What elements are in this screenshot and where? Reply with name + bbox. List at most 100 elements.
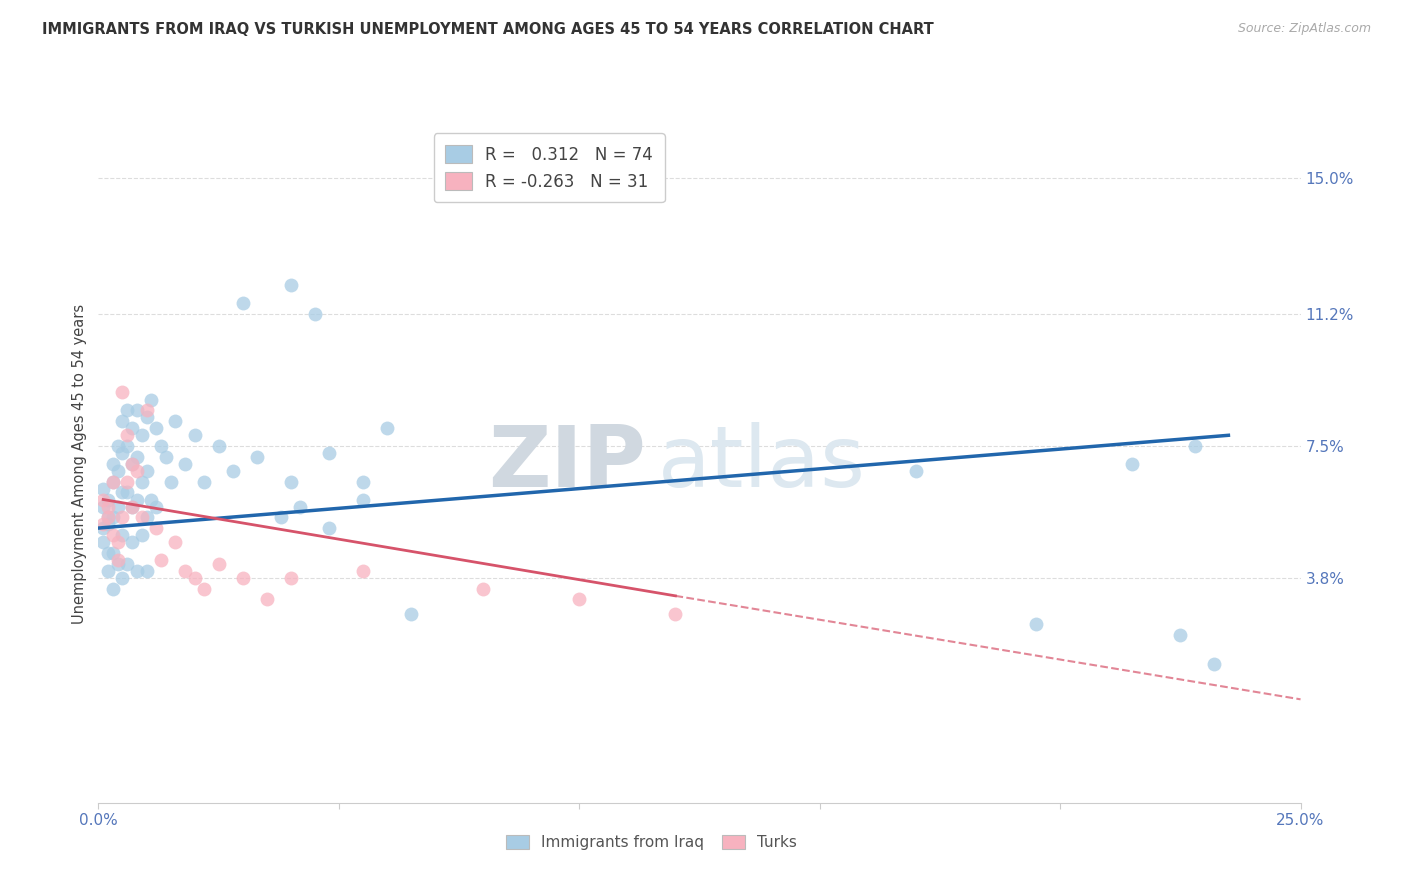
Point bbox=[174, 564, 197, 578]
Point bbox=[135, 403, 157, 417]
Point bbox=[399, 607, 422, 621]
Point bbox=[568, 592, 591, 607]
Point bbox=[135, 464, 157, 478]
Point bbox=[318, 521, 340, 535]
Point bbox=[111, 446, 134, 460]
Point bbox=[117, 475, 139, 489]
Point bbox=[121, 500, 143, 514]
Point bbox=[101, 528, 124, 542]
Point bbox=[101, 582, 124, 596]
Point bbox=[125, 492, 148, 507]
Point bbox=[111, 528, 134, 542]
Point bbox=[131, 510, 153, 524]
Point bbox=[91, 482, 114, 496]
Point bbox=[183, 428, 205, 442]
Point bbox=[135, 510, 157, 524]
Point bbox=[131, 428, 153, 442]
Point bbox=[145, 500, 167, 514]
Text: IMMIGRANTS FROM IRAQ VS TURKISH UNEMPLOYMENT AMONG AGES 45 TO 54 YEARS CORRELATI: IMMIGRANTS FROM IRAQ VS TURKISH UNEMPLOY… bbox=[42, 22, 934, 37]
Point bbox=[121, 421, 143, 435]
Point bbox=[904, 464, 927, 478]
Point bbox=[280, 278, 302, 293]
Text: ZIP: ZIP bbox=[488, 422, 645, 506]
Point bbox=[97, 510, 120, 524]
Point bbox=[165, 535, 187, 549]
Point bbox=[1121, 457, 1143, 471]
Point bbox=[91, 492, 114, 507]
Point bbox=[1025, 617, 1047, 632]
Point bbox=[107, 439, 129, 453]
Point bbox=[174, 457, 197, 471]
Point bbox=[117, 557, 139, 571]
Point bbox=[125, 464, 148, 478]
Point bbox=[165, 414, 187, 428]
Point bbox=[131, 528, 153, 542]
Point bbox=[280, 475, 302, 489]
Point bbox=[149, 553, 172, 567]
Point bbox=[97, 546, 120, 560]
Point bbox=[125, 403, 148, 417]
Point bbox=[352, 492, 374, 507]
Point bbox=[97, 492, 120, 507]
Point bbox=[222, 464, 245, 478]
Point bbox=[107, 464, 129, 478]
Point bbox=[141, 392, 163, 407]
Point bbox=[111, 385, 134, 400]
Point bbox=[97, 510, 120, 524]
Point bbox=[121, 500, 143, 514]
Point bbox=[145, 521, 167, 535]
Point bbox=[101, 546, 124, 560]
Point bbox=[232, 571, 254, 585]
Point bbox=[101, 457, 124, 471]
Point bbox=[208, 557, 231, 571]
Y-axis label: Unemployment Among Ages 45 to 54 years: Unemployment Among Ages 45 to 54 years bbox=[72, 304, 87, 624]
Point bbox=[121, 457, 143, 471]
Point bbox=[159, 475, 181, 489]
Point bbox=[208, 439, 231, 453]
Point bbox=[97, 564, 120, 578]
Point bbox=[117, 485, 139, 500]
Point bbox=[117, 428, 139, 442]
Point bbox=[135, 410, 157, 425]
Text: atlas: atlas bbox=[658, 422, 866, 506]
Point bbox=[97, 500, 120, 514]
Point bbox=[352, 475, 374, 489]
Point bbox=[155, 450, 177, 464]
Point bbox=[664, 607, 686, 621]
Point bbox=[472, 582, 495, 596]
Point bbox=[135, 564, 157, 578]
Point bbox=[101, 475, 124, 489]
Point bbox=[91, 500, 114, 514]
Text: Source: ZipAtlas.com: Source: ZipAtlas.com bbox=[1237, 22, 1371, 36]
Point bbox=[91, 535, 114, 549]
Point bbox=[183, 571, 205, 585]
Point bbox=[1170, 628, 1192, 642]
Point bbox=[304, 307, 326, 321]
Point bbox=[125, 450, 148, 464]
Point bbox=[107, 500, 129, 514]
Point bbox=[149, 439, 172, 453]
Point bbox=[131, 475, 153, 489]
Point bbox=[121, 535, 143, 549]
Legend: Immigrants from Iraq, Turks: Immigrants from Iraq, Turks bbox=[499, 829, 803, 856]
Point bbox=[193, 582, 215, 596]
Point bbox=[352, 564, 374, 578]
Point bbox=[107, 557, 129, 571]
Point bbox=[111, 510, 134, 524]
Point bbox=[375, 421, 398, 435]
Point bbox=[270, 510, 292, 524]
Point bbox=[107, 553, 129, 567]
Point bbox=[91, 517, 114, 532]
Point bbox=[121, 457, 143, 471]
Point bbox=[280, 571, 302, 585]
Point bbox=[125, 564, 148, 578]
Point bbox=[256, 592, 278, 607]
Point bbox=[101, 475, 124, 489]
Point bbox=[290, 500, 312, 514]
Point bbox=[1202, 657, 1225, 671]
Point bbox=[246, 450, 269, 464]
Point bbox=[1184, 439, 1206, 453]
Point bbox=[97, 517, 120, 532]
Point bbox=[318, 446, 340, 460]
Point bbox=[111, 571, 134, 585]
